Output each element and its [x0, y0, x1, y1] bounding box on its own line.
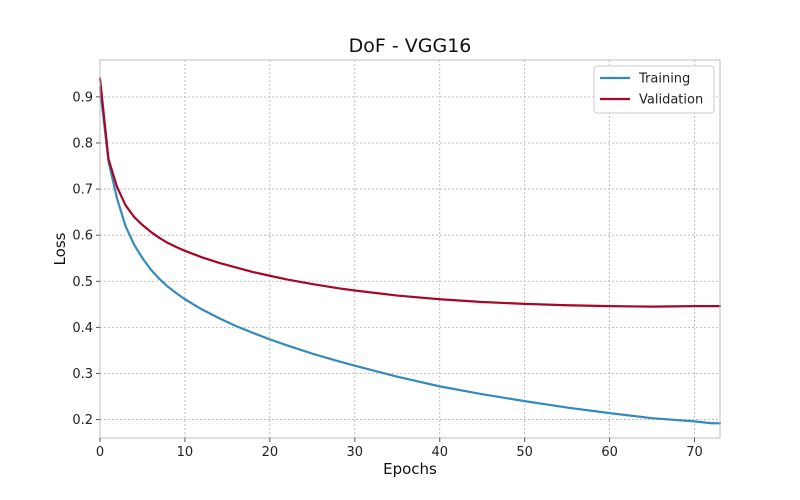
y-tick-label: 0.8	[72, 136, 93, 151]
y-tick-label: 0.9	[72, 90, 93, 105]
y-tick-label: 0.6	[72, 229, 93, 244]
x-axis-label: Epochs	[383, 460, 437, 478]
y-tick-label: 0.5	[72, 275, 93, 290]
x-tick-label: 40	[431, 445, 448, 460]
y-tick-label: 0.3	[72, 367, 93, 382]
x-tick-label: 20	[262, 445, 279, 460]
plot-frame	[99, 59, 721, 439]
x-tick-label: 0	[96, 445, 104, 460]
y-ticks: 0.2 0.3 0.4 0.5 0.6 0.7 0.8 0.9	[72, 90, 100, 428]
chart-title: DoF - VGG16	[349, 35, 472, 57]
x-tick-label: 10	[177, 445, 194, 460]
y-tick-label: 0.2	[72, 413, 93, 428]
x-ticks: 0 10 20 30 40 50 60 70	[96, 438, 703, 460]
series-line-validation	[98, 77, 722, 308]
y-axis-label: Loss	[51, 232, 69, 265]
y-tick-label: 0.4	[72, 321, 93, 336]
x-tick-label: 30	[347, 445, 364, 460]
series-layer	[98, 77, 722, 425]
legend-label-validation: Validation	[639, 93, 703, 108]
legend-label-training: Training	[638, 72, 690, 87]
x-tick-label: 50	[516, 445, 533, 460]
series-line-training	[98, 86, 722, 425]
y-tick-label: 0.7	[72, 183, 93, 198]
grid-lines	[99, 60, 720, 438]
x-tick-label: 70	[686, 445, 703, 460]
legend: Training Validation	[593, 65, 715, 114]
x-tick-label: 60	[601, 445, 618, 460]
